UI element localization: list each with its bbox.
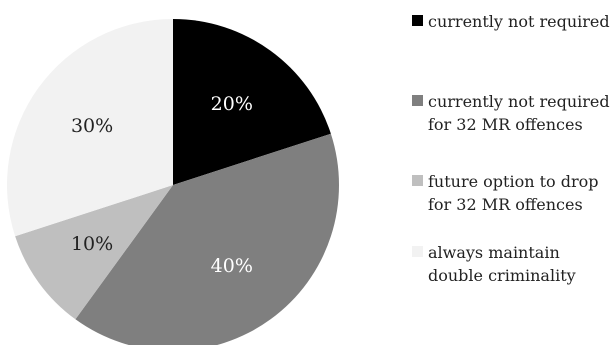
legend-swatch <box>412 246 423 257</box>
pie-slice-always-maintain-double-criminality <box>6 19 174 237</box>
slice-value-label: 30% <box>71 115 113 137</box>
legend-label: future option to drop for 32 MR offences <box>428 172 599 214</box>
slice-value-label: 10% <box>71 233 113 255</box>
legend-item-always-maintain: always maintain double criminality <box>412 241 610 287</box>
pie-slice-currently-not-required <box>173 19 331 185</box>
pie-slice-future-option-to-drop-for-32-mr-offences <box>15 185 173 320</box>
legend-swatch <box>412 175 423 186</box>
legend-swatch <box>412 15 423 26</box>
legend-swatch <box>412 95 423 106</box>
slice-value-label: 40% <box>211 255 253 277</box>
legend-label: always maintain double criminality <box>428 243 576 285</box>
legend-item-currently-not-required: currently not required <box>412 10 610 33</box>
pie-slice-currently-not-required-for-32-mr-offences <box>75 133 339 345</box>
legend-label: currently not required for 32 MR offence… <box>428 92 610 134</box>
legend-item-future-option: future option to drop for 32 MR offences <box>412 170 610 216</box>
slice-value-label: 20% <box>211 93 253 115</box>
pie-chart: 20% 40% 10% 30% <box>6 19 339 345</box>
legend-label: currently not required <box>428 12 610 31</box>
legend-item-currently-not-required-32mr: currently not required for 32 MR offence… <box>412 90 610 136</box>
